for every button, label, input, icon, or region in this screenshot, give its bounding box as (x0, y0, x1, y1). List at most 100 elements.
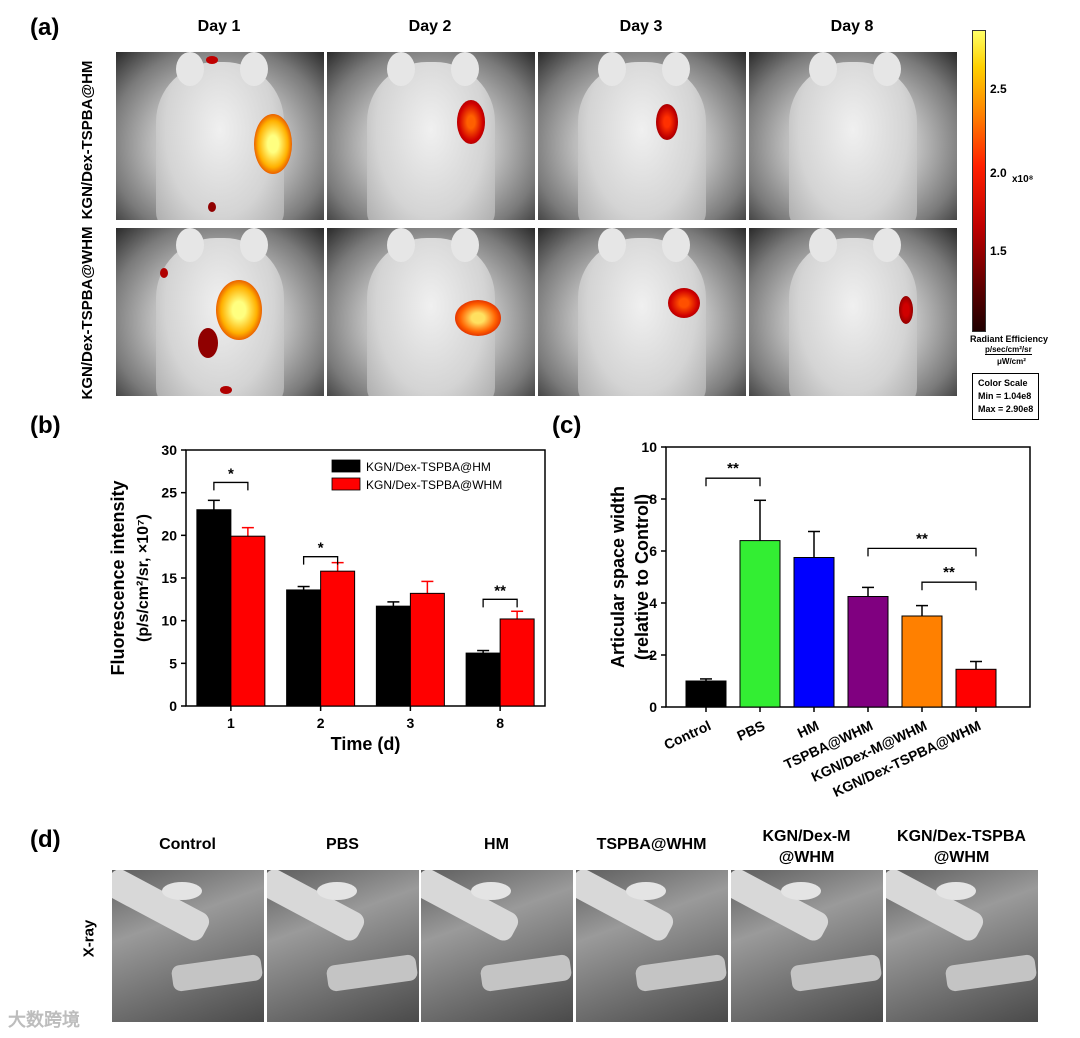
xray-group-label: PBS (265, 834, 420, 855)
x-tick-label: PBS (734, 717, 767, 744)
colorbar (972, 30, 986, 332)
y-tick-label: 5 (169, 655, 177, 671)
color-scale-max: Max = 2.90e8 (978, 404, 1034, 414)
row-label-hm-text: KGN/Dex-TSPBA@HM (79, 60, 96, 220)
y-tick-label: 25 (161, 485, 177, 501)
fluorescence-spot (216, 280, 262, 340)
day-label-8: Day 8 (830, 18, 874, 35)
ivis-image-whm-day3 (538, 228, 746, 396)
colorbar-tick-2-5: 2.5 (990, 82, 1007, 96)
significance-marker: ** (916, 530, 928, 547)
panel-b-letter: (b) (30, 412, 61, 439)
colorbar-exponent: x10⁸ (1012, 174, 1034, 185)
xray-group-label-line: KGN/Dex-TSPBA (897, 828, 1026, 845)
panel-d-letter: (d) (30, 826, 61, 853)
y-tick-label: 0 (649, 699, 657, 715)
xray-group-label-line: @WHM (778, 849, 835, 866)
y-axis-title-line1: Fluorescence intensity (108, 480, 128, 675)
panel-c-letter: (c) (552, 412, 582, 439)
bar (375, 605, 411, 707)
bar (901, 615, 943, 708)
ivis-image-hm-day8 (749, 52, 957, 220)
panel-a-letter: (a) (30, 14, 60, 41)
legend-swatch (331, 459, 361, 473)
fluorescence-spot (457, 100, 485, 144)
xray-group-label-line: TSPBA@WHM (596, 836, 707, 853)
colorbar-tick-1-5: 1.5 (990, 244, 1007, 258)
colorbar-unit-title: Radiant Efficiency (970, 334, 1049, 344)
legend-label: KGN/Dex-TSPBA@WHM (366, 478, 502, 492)
day-label-3: Day 3 (619, 18, 663, 35)
y-tick-label: 6 (649, 543, 657, 559)
significance-bracket (213, 481, 249, 491)
bar (286, 589, 322, 707)
bar (955, 668, 997, 708)
legend-label: KGN/Dex-TSPBA@HM (366, 460, 491, 474)
bar (465, 652, 501, 707)
xray-group-label-line: HM (484, 836, 509, 853)
xray-image (886, 870, 1038, 1022)
significance-bracket (867, 547, 977, 557)
y-tick-label: 15 (161, 570, 177, 586)
x-tick-label: 1 (227, 715, 235, 731)
fluorescence-spot (254, 114, 292, 174)
xray-image (112, 870, 264, 1022)
ivis-image-whm-day2 (327, 228, 535, 396)
fluorescence-spot (668, 288, 700, 318)
row-label-whm-text: KGN/Dex-TSPBA@WHM (79, 226, 96, 400)
ivis-image-whm-day1 (116, 228, 324, 396)
color-scale-title: Color Scale (978, 378, 1028, 388)
xray-image (731, 870, 883, 1022)
y-tick-label: 0 (169, 698, 177, 714)
significance-bracket (921, 581, 977, 591)
xray-row-label: X-ray (80, 919, 98, 958)
watermark-text: 大数跨境 (8, 1010, 80, 1030)
colorbar-unit-numerator: p/sec/cm²/sr (985, 345, 1032, 355)
ivis-image-hm-day3 (538, 52, 746, 220)
fluorescence-spot (208, 202, 216, 212)
fluorescence-spot (656, 104, 678, 140)
y-axis-title-line2: (p/s/cm²/sr, ×10⁷) (135, 514, 152, 642)
y-axis-title-line1: Articular space width (608, 486, 628, 668)
xray-image (576, 870, 728, 1022)
x-tick-label: HM (795, 717, 822, 741)
bar (409, 592, 445, 707)
day-label-2: Day 2 (408, 18, 452, 35)
y-tick-label: 10 (641, 439, 657, 455)
colorbar-tick-2-0: 2.0 (990, 166, 1007, 180)
bar (847, 596, 889, 708)
bar (320, 570, 356, 707)
colorbar-unit-denominator: μW/cm² (997, 357, 1026, 366)
y-axis-title-line2: (relative to Control) (632, 494, 652, 660)
bar (230, 535, 266, 707)
fluorescence-spot (206, 56, 218, 64)
significance-marker: ** (943, 564, 955, 581)
x-axis-title: Time (d) (331, 734, 401, 754)
ivis-image-hm-day1 (116, 52, 324, 220)
color-scale-box: Color Scale Min = 1.04e8 Max = 2.90e8 (972, 373, 1040, 420)
xray-image (267, 870, 419, 1022)
xray-group-label-line: Control (159, 836, 216, 853)
significance-marker: * (228, 465, 234, 482)
x-tick-label: 3 (406, 715, 414, 731)
significance-marker: ** (494, 582, 506, 599)
y-tick-label: 30 (161, 442, 177, 458)
significance-marker: * (318, 540, 324, 557)
x-tick-label: 2 (317, 715, 325, 731)
significance-bracket (482, 598, 518, 608)
xray-group-label: KGN/Dex-TSPBA @WHM (884, 826, 1039, 868)
xray-image (421, 870, 573, 1022)
bar (793, 557, 835, 708)
xray-group-label: KGN/Dex-M @WHM (729, 826, 884, 868)
row-label-whm: KGN/Dex-TSPBA@WHM (78, 213, 98, 413)
fluorescence-spot (899, 296, 913, 324)
legend-swatch (331, 477, 361, 491)
bar (685, 680, 727, 708)
x-tick-label: 8 (496, 715, 504, 731)
y-tick-label: 10 (161, 613, 177, 629)
significance-bracket (302, 556, 339, 565)
ivis-image-whm-day8 (749, 228, 957, 396)
ivis-image-hm-day2 (327, 52, 535, 220)
